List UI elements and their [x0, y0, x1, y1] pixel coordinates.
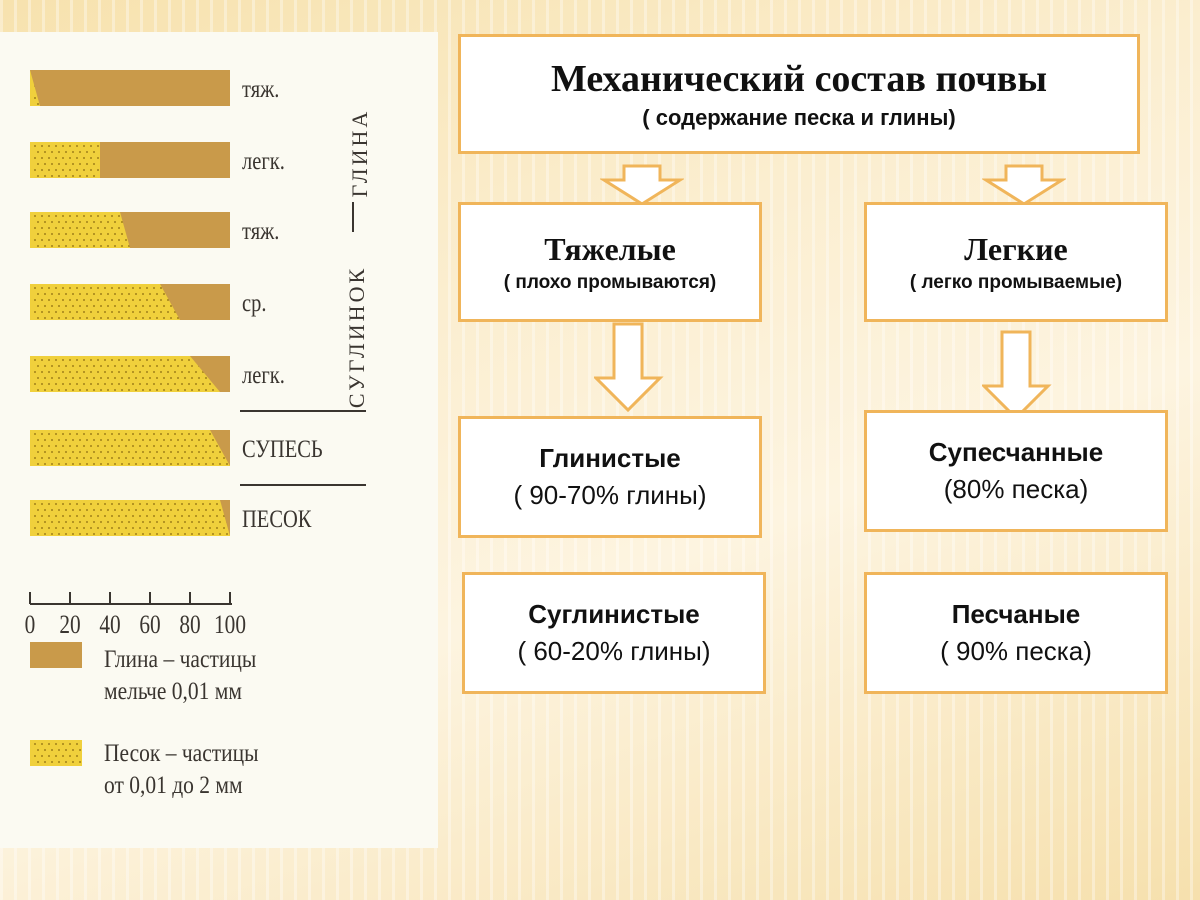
group-divider-vertical [352, 202, 354, 232]
clay-fill [30, 70, 230, 106]
legend-clay-text: Глина – частицы мельче 0,01 мм [104, 644, 256, 708]
axis-tick-label: 0 [24, 610, 36, 639]
texture-stripe [30, 430, 230, 466]
sandy-subtitle: ( 90% песка) [940, 636, 1092, 666]
sand-fill [30, 212, 130, 248]
texture-stripe [30, 70, 230, 106]
axis-tick-label: 20 [59, 610, 81, 639]
texture-stripe [30, 284, 230, 320]
clay-soils-box: Глинистые ( 90-70% глины) [458, 416, 762, 538]
arrow-down-icon [982, 164, 1066, 206]
group-divider-loam [240, 410, 366, 412]
row-label-sand: ПЕСОК [242, 506, 312, 533]
group-divider-sandy-loam [240, 484, 366, 486]
legend-swatch-clay [30, 642, 82, 668]
light-subtitle: ( легко промываемые) [909, 271, 1123, 293]
sandy-title: Песчаные [951, 599, 1081, 629]
main-title-box: Механический состав почвы ( содержание п… [458, 34, 1140, 154]
row-label-heavy-loam: тяж. [242, 218, 280, 245]
clay-subtitle: ( 90-70% глины) [513, 480, 707, 510]
texture-stripe [30, 500, 230, 536]
sandy-soils-box: Песчаные ( 90% песка) [864, 572, 1168, 694]
axis-tick-label: 60 [139, 610, 161, 639]
axis-tick-label: 80 [179, 610, 201, 639]
texture-stripe [30, 142, 230, 178]
light-title: Легкие [964, 230, 1068, 267]
loam-subtitle: ( 60-20% глины) [517, 636, 711, 666]
sand-fill [30, 500, 230, 536]
main-title: Механический состав почвы [551, 58, 1047, 100]
legend-clay-line2: мельче 0,01 мм [104, 678, 242, 705]
row-label-medium-loam: ср. [242, 290, 267, 317]
legend-clay-line1: Глина – частицы [104, 646, 257, 673]
heavy-title: Тяжелые [544, 230, 676, 267]
sand-fill [30, 284, 180, 320]
sand-fill [30, 356, 220, 392]
sandyloam-title: Супесчанные [928, 437, 1104, 467]
sandy-loam-box: Супесчанные (80% песка) [864, 410, 1168, 532]
row-label-heavy-clay: тяж. [242, 76, 280, 103]
arrow-down-icon [600, 164, 684, 206]
sand-fill [30, 142, 100, 178]
legend-sand-text: Песок – частицы от 0,01 до 2 мм [104, 738, 259, 802]
heavy-subtitle: ( плохо промываются) [503, 271, 717, 293]
scale-axis [29, 592, 232, 605]
heavy-soils-box: Тяжелые ( плохо промываются) [458, 202, 762, 322]
row-label-light-loam: легк. [242, 362, 285, 389]
loam-title: Суглинистые [528, 599, 700, 629]
group-label-clay: ГЛИНА [347, 108, 372, 198]
group-label-loam: СУГЛИНОК [344, 265, 369, 409]
soil-scale-panel: тяж. легк. тяж. ср. легк. СУПЕСЬ ПЕСОК Г… [0, 32, 438, 848]
clay-title: Глинистые [539, 443, 681, 473]
row-label-sandy-loam: СУПЕСЬ [242, 436, 323, 463]
loam-soils-box: Суглинистые ( 60-20% глины) [462, 572, 766, 694]
row-label-light-clay: легк. [242, 148, 285, 175]
arrow-down-icon [594, 322, 664, 413]
texture-stripe [30, 212, 230, 248]
axis-tick-label: 40 [99, 610, 121, 639]
texture-stripe [30, 356, 230, 392]
light-soils-box: Легкие ( легко промываемые) [864, 202, 1168, 322]
arrow-down-icon [982, 330, 1052, 421]
sandyloam-subtitle: (80% песка) [943, 474, 1089, 504]
legend-sand-line2: от 0,01 до 2 мм [104, 772, 243, 799]
main-subtitle: ( содержание песка и глины) [642, 105, 956, 130]
legend-swatch-sand [30, 740, 82, 766]
legend-sand-line1: Песок – частицы [104, 740, 259, 767]
axis-tick-label: 100 [214, 610, 246, 639]
sand-fill [30, 430, 230, 466]
